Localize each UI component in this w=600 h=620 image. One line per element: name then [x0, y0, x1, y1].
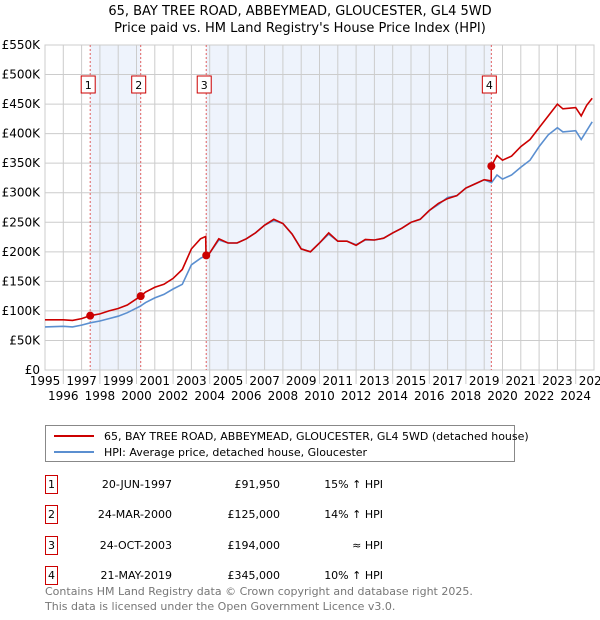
sale-label-border — [80, 75, 96, 94]
x-tick-label: 1997 — [66, 374, 97, 388]
plot-frame — [44, 44, 595, 371]
x-tick-label: 2015 — [396, 374, 427, 388]
x-tick-label: 2012 — [341, 389, 372, 403]
sale-row: 3 24-OCT-2003 £194,000 ≈ HPI — [45, 535, 445, 556]
sale-price: £125,000 — [227, 508, 281, 522]
x-tick-label: 2001 — [140, 374, 171, 388]
sale-number: 1 — [45, 475, 58, 494]
sale-hpi-compare: 10% ↑ HPI — [324, 568, 383, 582]
sale-row: 4 21-MAY-2019 £345,000 10% ↑ HPI — [45, 565, 445, 586]
x-tick-label: 2013 — [359, 374, 390, 388]
y-tick-label: £50K — [9, 333, 41, 347]
sale-point — [202, 251, 211, 260]
y-tick-label: £0 — [25, 363, 40, 377]
y-tick-label: £100K — [2, 304, 42, 318]
sale-price: £91,950 — [234, 478, 281, 491]
x-tick-label: 2002 — [158, 389, 189, 403]
y-tick-label: £250K — [2, 215, 42, 229]
y-tick-label: £550K — [2, 38, 42, 52]
x-tick-label: 2010 — [304, 389, 335, 403]
sale-number: 3 — [45, 535, 58, 555]
sale-price: £194,000 — [227, 538, 281, 552]
sale-label-number: 1 — [85, 79, 92, 92]
x-tick-label: 2018 — [451, 389, 482, 403]
x-tick-label: 2008 — [268, 389, 299, 403]
sale-row: 1 20-JUN-1997 £91,950 15% ↑ HPI — [45, 475, 445, 495]
x-tick-label: 2021 — [506, 374, 537, 388]
sale-point — [86, 311, 95, 320]
y-tick-label: £350K — [2, 156, 42, 170]
y-tick-label: £450K — [2, 97, 42, 111]
x-tick-label: 2017 — [432, 374, 463, 388]
x-tick-label: 2011 — [323, 374, 354, 388]
x-tick-label: 1996 — [48, 389, 79, 403]
shaded-period — [90, 45, 141, 370]
sale-date: 21-MAY-2019 — [100, 568, 172, 582]
y-tick-label: £150K — [2, 274, 42, 288]
hpi-line — [44, 121, 593, 328]
sale-hpi-compare: 14% ↑ HPI — [324, 508, 383, 522]
footer-line2: This data is licensed under the Open Gov… — [45, 600, 396, 613]
x-tick-label: 2007 — [249, 374, 280, 388]
shaded-period — [206, 45, 492, 370]
price-chart: 1995199619971998199920002001200220032004… — [2, 38, 600, 403]
sale-row: 2 24-MAR-2000 £125,000 14% ↑ HPI — [45, 505, 445, 525]
x-tick-label: 2000 — [121, 389, 152, 403]
legend-swatch-property — [54, 435, 94, 437]
x-tick-label: 2023 — [542, 374, 573, 388]
sale-label-box: 1 — [80, 75, 96, 94]
x-tick-label: 2014 — [377, 389, 408, 403]
sale-date: 24-MAR-2000 — [97, 508, 172, 522]
legend-property: 65, BAY TREE ROAD, ABBEYMEAD, GLOUCESTER… — [104, 429, 529, 443]
x-tick-label: 2003 — [176, 374, 207, 388]
sale-label-border — [196, 75, 212, 94]
sale-label-number: 3 — [201, 79, 208, 92]
y-tick-label: £200K — [2, 245, 42, 259]
sale-number: 4 — [45, 565, 58, 585]
sale-label-box: 4 — [481, 75, 497, 94]
property-price-line — [45, 97, 593, 322]
legend-hpi: HPI: Average price, detached house, Glou… — [104, 445, 368, 459]
sale-hpi-compare: 15% ↑ HPI — [324, 478, 383, 491]
sale-label-box: 2 — [131, 75, 147, 94]
y-tick-label: £300K — [2, 186, 42, 200]
sale-label-box: 3 — [196, 75, 212, 94]
chart-subtitle: Price paid vs. HM Land Registry's House … — [114, 21, 486, 36]
sale-point — [136, 292, 145, 301]
footer-line1: Contains HM Land Registry data © Crown c… — [45, 585, 473, 598]
chart-title: 65, BAY TREE ROAD, ABBEYMEAD, GLOUCESTER… — [108, 4, 492, 19]
x-tick-label: 2005 — [213, 374, 244, 388]
x-tick-label: 2022 — [524, 389, 555, 403]
x-tick-label: 2006 — [231, 389, 262, 403]
sale-label-number: 4 — [486, 79, 493, 92]
sale-label-border — [131, 75, 147, 94]
x-tick-label: 1998 — [85, 389, 116, 403]
y-tick-label: £500K — [2, 68, 42, 82]
x-tick-label: 2019 — [469, 374, 500, 388]
x-tick-label: 2009 — [286, 374, 317, 388]
y-tick-label: £400K — [2, 127, 42, 141]
legend: 65, BAY TREE ROAD, ABBEYMEAD, GLOUCESTER… — [45, 425, 529, 462]
x-tick-label: 2025 — [579, 374, 600, 388]
sale-point — [487, 162, 496, 171]
sale-number: 2 — [45, 505, 58, 525]
x-tick-label: 2024 — [560, 389, 591, 403]
x-tick-label: 1999 — [103, 374, 134, 388]
x-tick-label: 2016 — [414, 389, 445, 403]
x-tick-label: 2020 — [487, 389, 518, 403]
sale-price: £345,000 — [227, 568, 281, 582]
x-tick-label: 2004 — [194, 389, 225, 403]
sale-date: 20-JUN-1997 — [101, 478, 172, 491]
legend-swatch-hpi — [54, 451, 94, 453]
sale-label-number: 2 — [135, 79, 142, 92]
sale-label-border — [481, 75, 497, 94]
sale-hpi-compare: ≈ HPI — [352, 538, 383, 552]
x-tick-label: 1995 — [30, 374, 61, 388]
sale-date: 24-OCT-2003 — [99, 538, 172, 552]
